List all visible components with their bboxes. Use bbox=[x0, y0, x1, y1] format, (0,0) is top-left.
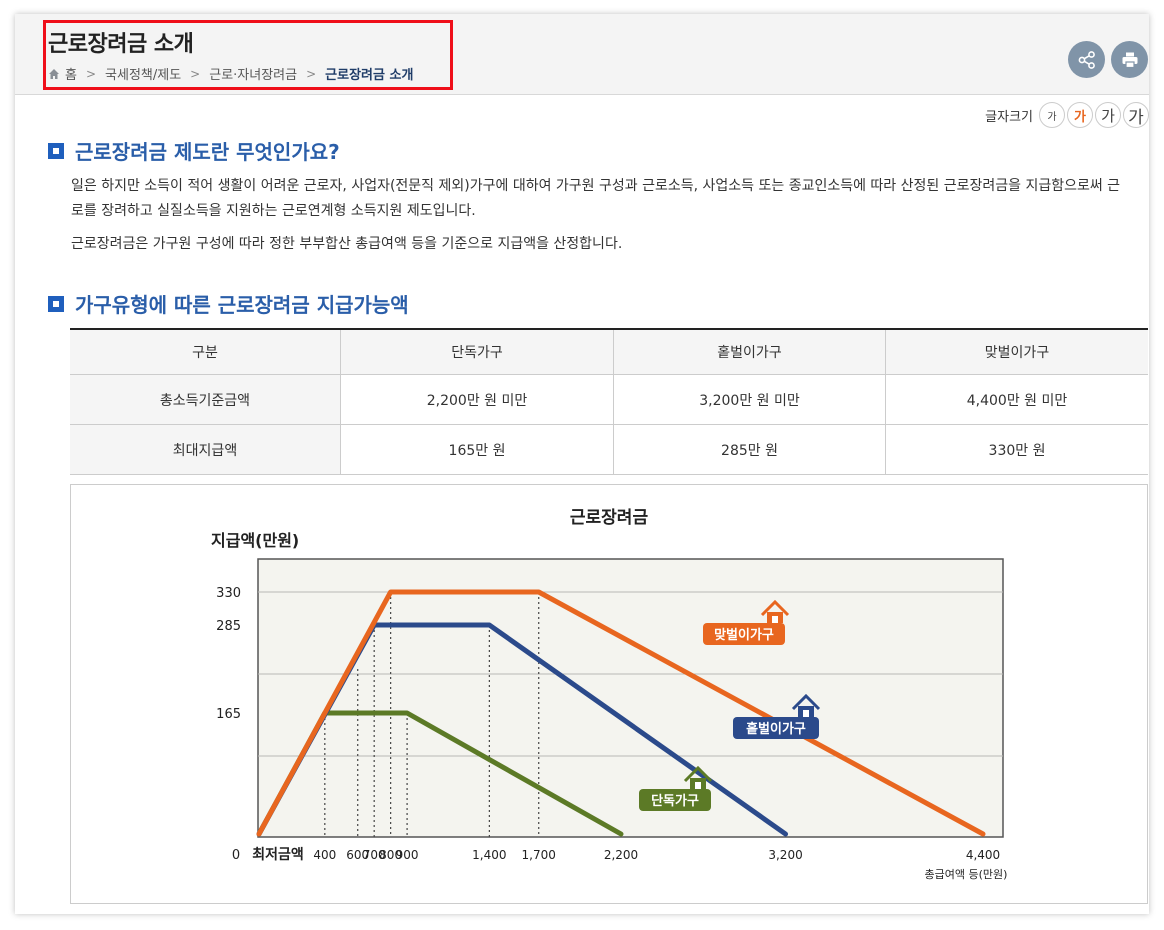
x-tick-label: 400 bbox=[313, 848, 336, 862]
x-tick-label: 900 bbox=[396, 848, 419, 862]
table-cell: 2,200만 원 미만 bbox=[340, 374, 614, 425]
share-button[interactable] bbox=[1068, 41, 1105, 78]
intro-paragraph-2: 근로장려금은 가구원 구성에 따라 정한 부부합산 총급여액 등을 기준으로 지… bbox=[71, 236, 623, 252]
legend-badge bbox=[703, 623, 785, 645]
printer-icon bbox=[1122, 52, 1137, 68]
x-tick-label: 700 bbox=[363, 848, 386, 862]
section-heading: 근로장려금 제도란 무엇인가요? bbox=[48, 136, 340, 165]
x-tick-label: 2,200 bbox=[604, 848, 638, 862]
house-icon bbox=[695, 782, 701, 789]
breadcrumb-item[interactable]: 국세정책/제도 bbox=[105, 68, 182, 83]
bullet-icon bbox=[48, 295, 64, 312]
table-cell: 285만 원 bbox=[613, 424, 886, 475]
breadcrumb-home[interactable]: 홈 bbox=[65, 68, 77, 83]
print-button[interactable] bbox=[1111, 41, 1148, 78]
section-heading: 가구유형에 따른 근로장려금 지급가능액 bbox=[48, 289, 409, 318]
table-header-cell: 구분 bbox=[70, 328, 341, 375]
content-frame: 근로장려금 소개 홈 > 국세정책/제도 > 근로·자녀장려금 > 근로장려금 … bbox=[15, 14, 1149, 914]
font-size-large-button[interactable]: 가 bbox=[1095, 102, 1121, 128]
table-row: 최대지급액 165만 원 285만 원 330만 원 bbox=[70, 424, 1148, 475]
x-axis-label: 총급여액 등(만원) bbox=[925, 868, 1008, 881]
breadcrumb-current: 근로장려금 소개 bbox=[325, 68, 414, 83]
table-cell: 330만 원 bbox=[885, 424, 1148, 475]
legend-label: 맞벌이가구 bbox=[714, 627, 774, 643]
table-cell: 4,400만 원 미만 bbox=[885, 374, 1148, 425]
x-tick-label: 4,400 bbox=[966, 848, 1000, 862]
chevron-right-icon: > bbox=[85, 66, 97, 81]
table-row-header: 최대지급액 bbox=[70, 424, 341, 475]
x-tick-label: 최저금액 bbox=[252, 846, 304, 863]
table-cell: 3,200만 원 미만 bbox=[613, 374, 886, 425]
font-size-label: 글자크기 bbox=[985, 109, 1033, 125]
benefit-table: 구분 단독가구 홑벌이가구 맞벌이가구 총소득기준금액 2,200만 원 미만 … bbox=[70, 328, 1148, 475]
home-icon[interactable] bbox=[48, 68, 60, 80]
table-row-header: 총소득기준금액 bbox=[70, 374, 341, 425]
font-size-control: 글자크기 가 가 가 가 bbox=[985, 102, 1149, 128]
font-size-small-button[interactable]: 가 bbox=[1039, 102, 1065, 128]
chevron-right-icon: > bbox=[306, 66, 317, 81]
y-axis-label: 지급액(만원) bbox=[211, 531, 299, 550]
house-icon bbox=[760, 599, 790, 617]
page-header: 근로장려금 소개 홈 > 국세정책/제도 > 근로·자녀장려금 > 근로장려금 … bbox=[15, 14, 1149, 95]
table-cell: 165만 원 bbox=[340, 424, 614, 475]
house-icon bbox=[803, 710, 809, 717]
legend-label: 홑벌이가구 bbox=[746, 721, 806, 737]
highlight-box bbox=[43, 20, 453, 90]
breadcrumb: 홈 > 국세정책/제도 > 근로·자녀장려금 > 근로장려금 소개 bbox=[48, 64, 413, 83]
share-icon bbox=[1078, 50, 1095, 69]
x-tick-label: 0 bbox=[232, 848, 240, 863]
font-size-xlarge-button[interactable]: 가 bbox=[1123, 102, 1149, 128]
table-header-cell: 홑벌이가구 bbox=[613, 328, 886, 375]
legend-label: 단독가구 bbox=[651, 793, 699, 809]
font-size-default-button[interactable]: 가 bbox=[1067, 102, 1093, 128]
intro-paragraph: 일은 하지만 소득이 적어 생활이 어려운 근로자, 사업자(전문직 제외)가구… bbox=[71, 178, 1121, 219]
series-line bbox=[256, 589, 986, 837]
chart-title: 근로장려금 bbox=[570, 508, 649, 528]
x-tick-label: 600 bbox=[346, 848, 369, 862]
table-header-row: 구분 단독가구 홑벌이가구 맞벌이가구 bbox=[70, 328, 1148, 375]
bullet-icon bbox=[48, 142, 64, 159]
house-icon bbox=[683, 765, 713, 783]
x-tick-label: 800 bbox=[379, 848, 402, 862]
x-tick-label: 1,400 bbox=[472, 848, 506, 862]
y-tick-label: 285 bbox=[216, 619, 241, 634]
section-heading-text: 근로장려금 제도란 무엇인가요? bbox=[75, 140, 340, 164]
section-heading-text: 가구유형에 따른 근로장려금 지급가능액 bbox=[75, 293, 409, 317]
legend-badge bbox=[733, 717, 819, 739]
y-tick-label: 330 bbox=[216, 586, 241, 601]
house-icon bbox=[772, 616, 778, 623]
y-tick-label: 165 bbox=[216, 707, 241, 722]
table-header-cell: 단독가구 bbox=[340, 328, 614, 375]
breadcrumb-item[interactable]: 근로·자녀장려금 bbox=[209, 68, 298, 83]
x-tick-label: 1,700 bbox=[522, 848, 556, 862]
legend-badge bbox=[639, 789, 711, 811]
x-tick-label: 3,200 bbox=[768, 848, 802, 862]
chevron-right-icon: > bbox=[190, 66, 201, 81]
table-row: 총소득기준금액 2,200만 원 미만 3,200만 원 미만 4,400만 원… bbox=[70, 374, 1148, 425]
house-icon bbox=[791, 693, 821, 711]
table-header-cell: 맞벌이가구 bbox=[885, 328, 1148, 375]
plot-area bbox=[257, 558, 1004, 838]
page-title: 근로장려금 소개 bbox=[48, 32, 194, 57]
